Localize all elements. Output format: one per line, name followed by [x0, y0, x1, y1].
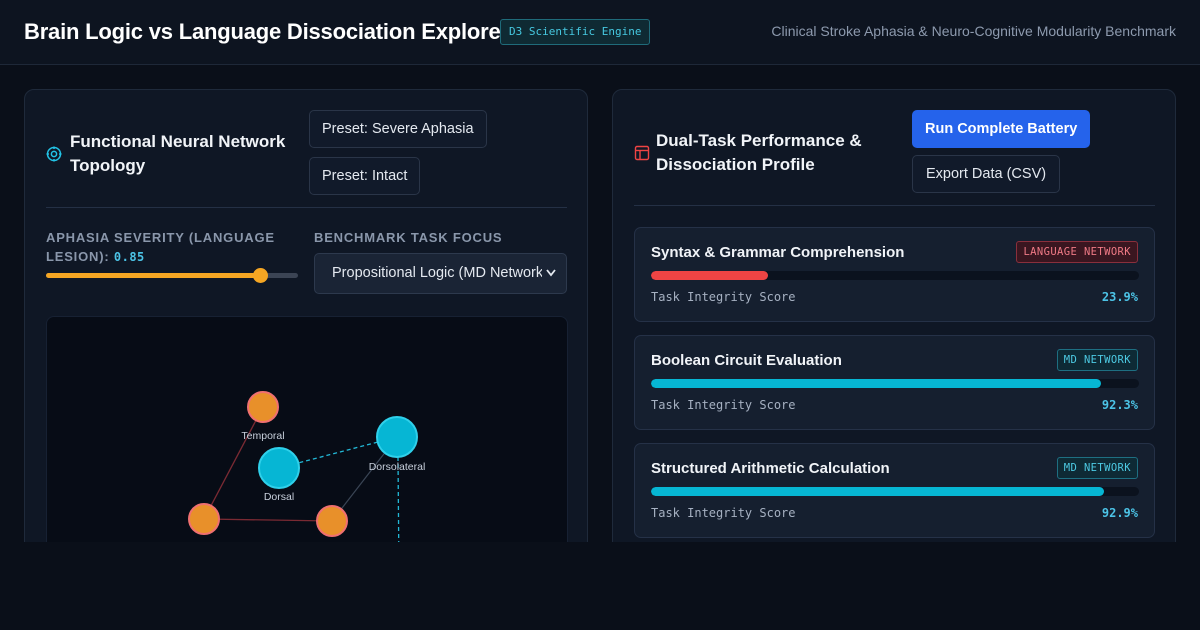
edge-temporal-lower	[203, 406, 264, 520]
node-dorsal[interactable]	[258, 447, 300, 489]
score-bar	[651, 271, 1139, 280]
node-lower-left[interactable]	[188, 503, 220, 535]
performance-panel: Dual-Task Performance & Dissociation Pro…	[612, 89, 1176, 569]
score-value: 92.3%	[1101, 398, 1138, 412]
task-card: Structured Arithmetic Calculation MD NET…	[634, 443, 1155, 538]
task-focus-selected: Propositional Logic (MD Network)	[332, 265, 542, 281]
score-bar	[651, 487, 1139, 496]
engine-badge: D3 Scientific Engine	[500, 19, 651, 45]
score-label: Task Integrity Score	[651, 290, 796, 304]
network-badge: MD NETWORK	[1056, 457, 1138, 479]
node-label-dorsal: Dorsal	[264, 491, 294, 503]
score-bar-fill	[651, 271, 768, 280]
task-name: Syntax & Grammar Comprehension	[651, 244, 905, 261]
task-card: Syntax & Grammar Comprehension LANGUAGE …	[634, 227, 1155, 322]
node-temporal[interactable]	[247, 391, 279, 423]
chevron-down-icon	[546, 269, 556, 277]
node-dorsolateral[interactable]	[376, 416, 418, 458]
preset-severe-aphasia-button[interactable]: Preset: Severe Aphasia	[309, 110, 487, 148]
severity-label: Aphasia Severity (Language Lesion): 0.85	[46, 228, 286, 267]
target-icon	[46, 146, 62, 162]
score-bar-fill	[651, 379, 1102, 388]
score-bar-fill	[651, 487, 1105, 496]
task-card: Boolean Circuit Evaluation MD NETWORK Ta…	[634, 335, 1155, 430]
app-title: Brain Logic vs Language Dissociation Exp…	[24, 19, 509, 44]
score-label: Task Integrity Score	[651, 506, 796, 520]
edge-lower-pair	[203, 518, 333, 522]
task-focus-select[interactable]: Propositional Logic (MD Network)	[314, 253, 567, 294]
task-name: Boolean Circuit Evaluation	[651, 352, 842, 369]
severity-slider-fill	[46, 273, 261, 278]
run-battery-button[interactable]: Run Complete Battery	[912, 110, 1091, 148]
performance-panel-title: Dual-Task Performance & Dissociation Pro…	[656, 131, 862, 174]
severity-slider[interactable]	[46, 268, 298, 283]
task-focus-label: Benchmark Task Focus	[314, 230, 503, 245]
network-badge: LANGUAGE NETWORK	[1016, 241, 1138, 263]
node-label-temporal: Temporal	[241, 430, 284, 442]
panel-divider	[634, 205, 1155, 206]
viewport-bottom	[0, 542, 1200, 630]
score-value: 23.9%	[1101, 290, 1138, 304]
network-badge: MD NETWORK	[1056, 349, 1138, 371]
network-graph-svg: Temporal Dorsolateral Dorsal	[188, 391, 426, 568]
severity-label-text: Aphasia Severity (Language Lesion):	[46, 230, 275, 264]
severity-value: 0.85	[113, 250, 145, 264]
network-topology-panel: Functional Neural Network Topology Prese…	[24, 89, 588, 569]
panel-divider	[46, 207, 567, 208]
network-graph: Temporal Dorsolateral Dorsal	[46, 316, 568, 568]
layout-icon	[634, 145, 650, 161]
export-csv-button[interactable]: Export Data (CSV)	[912, 155, 1061, 193]
app-header: Brain Logic vs Language Dissociation Exp…	[0, 0, 1200, 65]
node-label-dorsolateral: Dorsolateral	[369, 461, 426, 473]
preset-intact-button[interactable]: Preset: Intact	[309, 157, 421, 195]
network-panel-title: Functional Neural Network Topology	[70, 132, 286, 175]
score-value: 92.9%	[1101, 506, 1138, 520]
task-name: Structured Arithmetic Calculation	[651, 460, 890, 477]
score-bar	[651, 379, 1139, 388]
severity-slider-thumb[interactable]	[253, 268, 269, 283]
node-lower-right[interactable]	[316, 505, 348, 537]
header-subtitle: Clinical Stroke Aphasia & Neuro-Cognitiv…	[771, 23, 1176, 39]
score-label: Task Integrity Score	[651, 398, 796, 412]
